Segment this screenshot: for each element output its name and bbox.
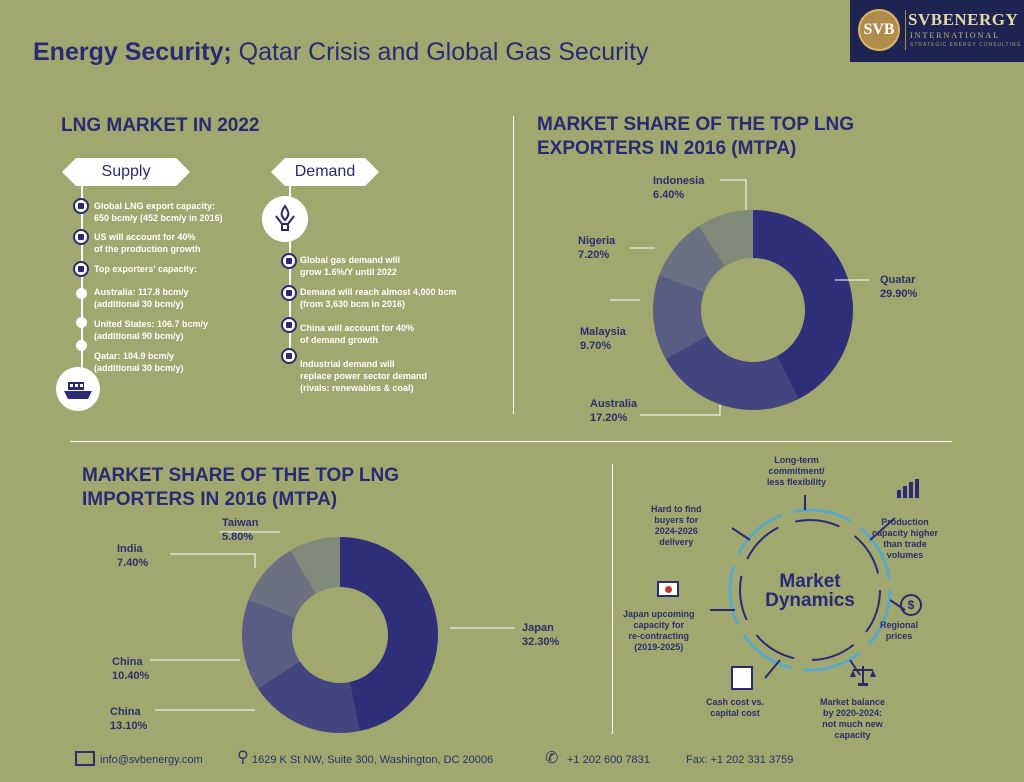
logo: SVB SVBENERGY INTERNATIONAL STRATEGIC EN… bbox=[850, 0, 1024, 62]
importer-value-label: 5.80% bbox=[222, 531, 253, 543]
footer-phone[interactable]: +1 202 600 7831 bbox=[567, 754, 650, 766]
demand-item: Demand will reach almost 4,000 bcm (from… bbox=[300, 287, 457, 309]
importer-label: Japan bbox=[522, 622, 554, 634]
importer-slice-japan bbox=[340, 537, 438, 732]
dynamics-item: Cash cost vs. capital cost bbox=[706, 697, 765, 718]
exporter-label: Malaysia bbox=[580, 326, 627, 338]
ship-icon bbox=[73, 198, 89, 214]
dynamics-item: Japan upcoming capacity for re-contracti… bbox=[623, 609, 695, 652]
exporter-value-label: 6.40% bbox=[653, 189, 684, 201]
dynamics-item: Market balance by 2020-2024: not much ne… bbox=[820, 697, 886, 740]
importer-value-label: 32.30% bbox=[522, 636, 560, 648]
timeline-dot bbox=[76, 340, 87, 351]
importer-value-label: 10.40% bbox=[112, 670, 150, 682]
exporter-value-label: 29.90% bbox=[880, 288, 918, 300]
dynamics-item: Regional prices bbox=[880, 620, 919, 641]
demand-timeline bbox=[289, 186, 291, 356]
importer-slice-india bbox=[248, 550, 316, 618]
flame-icon bbox=[281, 253, 297, 269]
dynamics-item: Production capacity higher than trade vo… bbox=[872, 517, 939, 560]
location-pin-icon: ⚲ bbox=[237, 749, 249, 766]
logo-emblem: SVB bbox=[858, 9, 900, 51]
exporter-leader-line bbox=[640, 405, 721, 416]
importer-label: China bbox=[110, 706, 141, 718]
supply-item: Top exporters' capacity: bbox=[94, 264, 198, 274]
importer-slice-taiwan bbox=[290, 537, 340, 594]
demand-item: Industrial demand will replace power sec… bbox=[300, 359, 428, 393]
importers-chart: Japan 32.30% China 13.10% China 10.40% India 7.… bbox=[110, 517, 560, 733]
exporter-value-label: 7.20% bbox=[578, 249, 609, 261]
dollar-coin-icon: $ bbox=[900, 594, 922, 616]
importer-label: China bbox=[112, 656, 143, 668]
logo-name: SVBENERGY bbox=[908, 10, 1019, 29]
exporter-slice-malaysia bbox=[653, 275, 708, 359]
dynamics-item: Hard to find buyers for 2024-2026 delive… bbox=[651, 504, 702, 547]
page-title-bold: Energy Security; bbox=[33, 38, 232, 66]
logo-tag: STRATEGIC ENERGY CONSULTING bbox=[910, 42, 1022, 48]
exporter-leader-line bbox=[720, 179, 747, 210]
timeline-dot bbox=[76, 288, 87, 299]
lng-market-title: LNG MARKET IN 2022 bbox=[61, 115, 260, 136]
supply-timeline bbox=[81, 186, 83, 376]
exporter-slice-australia bbox=[665, 335, 799, 410]
exporter-label: Australia bbox=[590, 398, 638, 410]
exporter-value-label: 9.70% bbox=[580, 340, 611, 352]
logo-sub: INTERNATIONAL bbox=[910, 31, 1000, 40]
timeline-dot bbox=[76, 317, 87, 328]
ship-icon bbox=[73, 261, 89, 277]
tanker-icon bbox=[56, 367, 100, 411]
balance-scale-icon bbox=[850, 664, 876, 686]
exporter-label: Quatar bbox=[880, 274, 916, 286]
supply-header: Supply bbox=[62, 158, 190, 186]
exporter-slice-quatar bbox=[753, 210, 853, 400]
dynamics-item: Long-term commitment/ less flexibility bbox=[767, 455, 827, 487]
exporters-title: MARKET SHARE OF THE TOP LNG EXPORTERS IN… bbox=[537, 114, 855, 159]
japan-flag-icon bbox=[657, 581, 679, 597]
horizontal-divider bbox=[70, 441, 952, 442]
importer-slice-china bbox=[241, 599, 300, 689]
importer-label: Taiwan bbox=[222, 517, 259, 529]
exporter-slice-indonesia bbox=[698, 210, 753, 267]
footer-fax: Fax: +1 202 331 3759 bbox=[686, 754, 794, 766]
flame-icon bbox=[281, 348, 297, 364]
supply-item: Australia: 117.8 bcm/y (additional 30 bc… bbox=[94, 287, 189, 309]
vertical-divider-top bbox=[513, 116, 514, 414]
flame-icon bbox=[281, 317, 297, 333]
dynamics-center-line2: Dynamics bbox=[765, 590, 855, 611]
footer-address: 1629 K St NW, Suite 300, Washington, DC … bbox=[252, 754, 494, 766]
flame-icon bbox=[281, 285, 297, 301]
market-dynamics-diagram: Market Dynamics bbox=[710, 495, 906, 679]
importer-value-label: 7.40% bbox=[117, 557, 148, 569]
exporter-value-label: 17.20% bbox=[590, 412, 628, 424]
importer-label: India bbox=[117, 543, 144, 555]
gas-flame-icon bbox=[262, 196, 308, 242]
page-title-rest: Qatar Crisis and Global Gas Security bbox=[231, 38, 649, 66]
supply-item: Qatar: 104.9 bcm/y (additional 30 bcm/y) bbox=[94, 351, 184, 373]
supply-item: Global LNG export capacity: 650 bcm/y (4… bbox=[94, 201, 223, 223]
supply-item: United States: 106.7 bcm/y (additional 9… bbox=[94, 319, 209, 341]
chart-icon bbox=[895, 478, 923, 500]
demand-header: Demand bbox=[271, 158, 379, 186]
vertical-divider-bottom bbox=[612, 464, 613, 734]
footer-email[interactable]: info@svbenergy.com bbox=[100, 754, 203, 766]
logo-divider bbox=[905, 10, 906, 50]
phone-icon: ✆ bbox=[545, 750, 559, 767]
supply-item: US will account for 40% of the productio… bbox=[94, 232, 201, 254]
exporter-label: Nigeria bbox=[578, 235, 616, 247]
demand-item: China will account for 40% of demand gro… bbox=[300, 323, 415, 345]
importers-title: MARKET SHARE OF THE TOP LNG IMPORTERS IN… bbox=[82, 465, 400, 510]
demand-item: Global gas demand will grow 1.6%/Y until… bbox=[300, 255, 401, 277]
exporters-chart: Quatar 29.90% Australia 17.20% Malaysia 9.70%… bbox=[578, 175, 918, 424]
page-title: Energy Security; Qatar Crisis and Global… bbox=[33, 38, 649, 67]
cash-register-icon bbox=[731, 666, 753, 690]
importer-value-label: 13.10% bbox=[110, 720, 148, 732]
exporter-slice-nigeria bbox=[659, 225, 725, 292]
importer-leader-line bbox=[170, 553, 256, 568]
ship-icon bbox=[73, 229, 89, 245]
dynamics-center-line1: Market bbox=[779, 571, 841, 592]
importer-slice-china bbox=[257, 661, 360, 733]
exporter-label: Indonesia bbox=[653, 175, 705, 187]
envelope-icon bbox=[75, 751, 95, 766]
